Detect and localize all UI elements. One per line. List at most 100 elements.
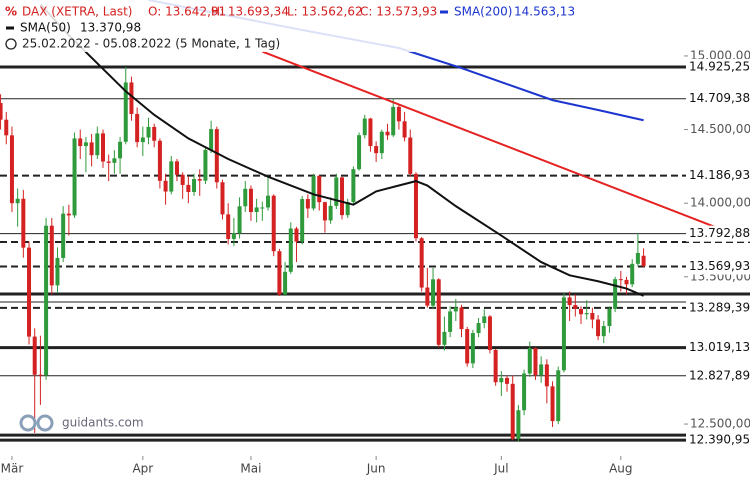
level-label: 14.709,38 xyxy=(689,91,750,105)
sma-line xyxy=(39,3,644,297)
candle-body xyxy=(436,279,441,345)
candle-body xyxy=(100,133,105,162)
candle-body xyxy=(385,131,390,136)
level-label-box xyxy=(686,299,750,316)
candle-body xyxy=(123,82,128,142)
candle-body xyxy=(271,195,276,252)
candle-body xyxy=(510,383,515,439)
candle-body xyxy=(487,316,492,350)
candle-body xyxy=(522,373,527,411)
level-label: 13.019,13 xyxy=(689,340,750,354)
candle-body xyxy=(459,307,464,330)
level-label: 12.827,89 xyxy=(689,368,750,382)
candle-body xyxy=(334,177,339,206)
candle-body xyxy=(61,213,66,258)
candle-body xyxy=(237,206,242,234)
level-label: 13.289,39 xyxy=(689,300,750,314)
y-tick-label: 12.500,00 xyxy=(690,417,750,431)
level-label-box xyxy=(686,339,750,356)
candle-body xyxy=(163,180,168,192)
candle-body xyxy=(567,297,572,306)
level-label-box xyxy=(686,258,750,275)
candle-body xyxy=(9,135,14,204)
watermark: guidants.com xyxy=(62,416,144,430)
candle-body xyxy=(89,142,94,156)
candle-body xyxy=(351,169,356,203)
candle-body xyxy=(368,118,373,147)
plot-area xyxy=(0,0,750,442)
candle-body xyxy=(106,161,111,163)
candle-body xyxy=(590,313,595,320)
candle-body xyxy=(169,161,174,192)
candle-body xyxy=(317,175,322,203)
candle-body xyxy=(49,225,54,286)
level-label: 14.186,93 xyxy=(689,168,750,182)
candle-body xyxy=(248,188,253,213)
header-bg xyxy=(0,0,580,52)
legend-value: 14.563,13 xyxy=(514,5,575,19)
clock-icon xyxy=(5,38,17,50)
x-tick-label: Jun xyxy=(366,462,386,476)
candle-body xyxy=(220,182,225,215)
candle-body xyxy=(413,173,418,239)
candle-body xyxy=(214,129,219,183)
ohlc-open: O: 13.642,91 xyxy=(148,5,226,19)
legend-value: 13.370,98 xyxy=(80,21,141,35)
candle-body xyxy=(328,205,333,221)
candle-body xyxy=(266,195,271,208)
y-tick-label: 14.500,00 xyxy=(690,122,750,136)
candle-body xyxy=(44,225,49,376)
level-label: 14.925,25 xyxy=(689,59,750,73)
trend-line xyxy=(261,50,718,229)
candle-body xyxy=(482,316,487,324)
candle-body xyxy=(0,103,3,120)
candle-body xyxy=(146,126,151,138)
candle-body xyxy=(431,279,436,306)
candle-body xyxy=(305,199,310,209)
candle-body xyxy=(419,238,424,288)
candle-body xyxy=(561,297,566,371)
candle-body xyxy=(118,141,123,159)
candle-body xyxy=(465,329,470,364)
x-tick-label: Mai xyxy=(240,462,261,476)
level-label-box xyxy=(686,167,750,184)
level-label-box xyxy=(686,58,750,75)
candle-body xyxy=(584,313,589,315)
candle-body xyxy=(601,325,606,337)
candle-body xyxy=(129,82,134,114)
candle-body xyxy=(391,106,396,136)
candle-body xyxy=(544,364,549,387)
level-label-box xyxy=(686,367,750,384)
y-tick-label: 15.000,00 xyxy=(690,48,750,62)
candle-body xyxy=(476,323,481,334)
y-tick-label: 14.000,00 xyxy=(690,196,750,210)
candle-body xyxy=(112,158,117,163)
candle-body xyxy=(539,364,544,376)
candle-body xyxy=(641,255,646,266)
candle-body xyxy=(425,287,430,306)
candle-body xyxy=(226,214,231,239)
candle-body xyxy=(311,175,316,209)
candle-body xyxy=(499,377,504,383)
candle-body xyxy=(66,213,71,216)
candle-body xyxy=(83,142,88,147)
candle-body xyxy=(635,252,640,264)
candle-body xyxy=(203,149,208,181)
candle-body xyxy=(573,305,578,309)
chart-icon: % xyxy=(5,5,17,19)
candle-body xyxy=(613,279,618,309)
x-tick-label: Jul xyxy=(493,462,508,476)
watermark-logo xyxy=(19,414,54,432)
candle-body xyxy=(180,174,185,185)
candle-body xyxy=(300,199,305,242)
candle-body xyxy=(374,146,379,154)
candle-body xyxy=(197,179,202,181)
candle-body xyxy=(516,410,521,439)
candle-body xyxy=(4,119,9,136)
candle-body xyxy=(505,377,510,384)
candle-body xyxy=(243,188,248,207)
candle-body xyxy=(38,374,43,376)
candle-body xyxy=(140,137,145,143)
candle-body xyxy=(442,331,447,345)
